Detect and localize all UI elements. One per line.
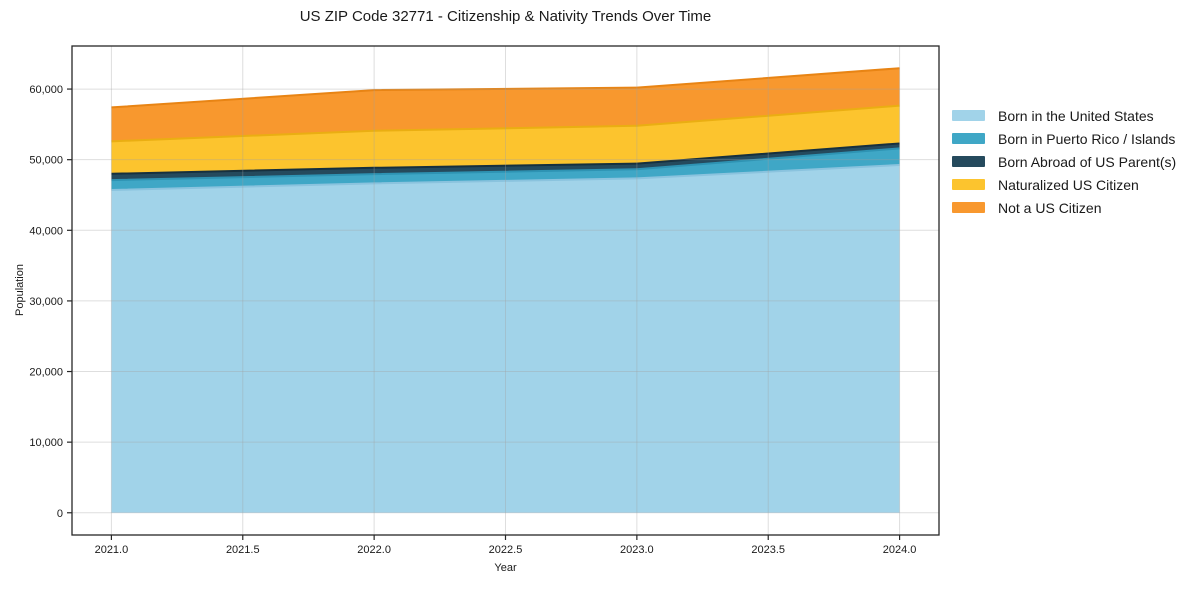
x-axis-label: Year: [494, 562, 517, 574]
x-tick-label: 2022.0: [357, 544, 391, 556]
x-tick-label: 2024.0: [883, 544, 917, 556]
x-tick-label: 2023.0: [620, 544, 654, 556]
legend-item: Naturalized US Citizen: [952, 173, 1176, 196]
legend-item: Born in the United States: [952, 104, 1176, 127]
y-tick-label: 10,000: [29, 437, 63, 449]
y-tick-label: 40,000: [29, 225, 63, 237]
area-edge-0: [111, 163, 900, 192]
chart-title: US ZIP Code 32771 - Citizenship & Nativi…: [299, 8, 712, 25]
x-tick-label: 2022.5: [489, 544, 523, 556]
x-tick-label: 2021.0: [95, 544, 129, 556]
legend-label: Born Abroad of US Parent(s): [998, 153, 1177, 170]
legend-item: Not a US Citizen: [952, 196, 1176, 219]
area-series-4: [111, 68, 900, 142]
legend-swatch: [952, 133, 985, 144]
area-series-2: [111, 143, 900, 181]
legend-item: Born Abroad of US Parent(s): [952, 150, 1176, 173]
area-edge-2: [111, 142, 900, 175]
legend-swatch: [952, 156, 985, 167]
area-edge-1: [111, 147, 900, 182]
legend-label: Born in Puerto Rico / Islands: [998, 130, 1176, 147]
area-series-3: [111, 105, 900, 174]
area-edge-3: [111, 104, 900, 143]
legend: Born in the United States Born in Puerto …: [952, 104, 1176, 219]
legend-swatch: [952, 179, 985, 190]
legend-item: Born in Puerto Rico / Islands: [952, 127, 1176, 150]
y-tick-label: 30,000: [29, 296, 63, 308]
legend-label: Born in the United States: [998, 107, 1154, 124]
legend-label: Naturalized US Citizen: [998, 176, 1139, 193]
legend-swatch: [952, 110, 985, 121]
legend-swatch: [952, 202, 985, 213]
y-axis-label: Population: [14, 264, 26, 316]
y-tick-label: 20,000: [29, 367, 63, 379]
y-tick-label: 0: [57, 508, 63, 520]
y-tick-label: 60,000: [29, 84, 63, 96]
y-tick-label: 50,000: [29, 155, 63, 167]
x-tick-label: 2023.5: [751, 544, 785, 556]
x-tick-label: 2021.5: [226, 544, 260, 556]
area-series-0: [111, 164, 900, 513]
legend-label: Not a US Citizen: [998, 199, 1102, 216]
area-series-1: [111, 148, 900, 191]
area-edge-4: [111, 67, 900, 109]
